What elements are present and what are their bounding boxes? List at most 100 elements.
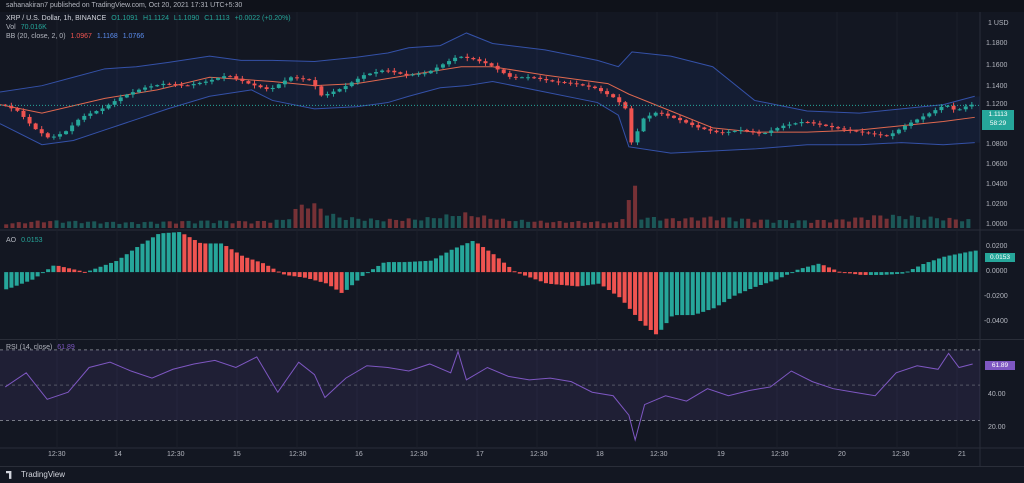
candle-body — [921, 116, 926, 120]
volume-bar — [601, 223, 606, 228]
candle-body — [848, 129, 853, 131]
volume-bar — [614, 221, 619, 228]
time-label: 12:30 — [289, 451, 307, 458]
candle-body — [702, 127, 707, 130]
price-label: 1.0200 — [986, 201, 1008, 208]
candle-body — [222, 76, 227, 79]
volume-legend[interactable]: Vol 70.016K — [6, 23, 50, 32]
candle-body — [951, 105, 956, 110]
volume-bar — [205, 220, 210, 228]
price-label: 1.1800 — [986, 40, 1008, 47]
bb-lower-line — [0, 80, 975, 154]
candle-body — [434, 67, 439, 71]
candle-body — [88, 113, 93, 116]
volume-bar — [953, 219, 958, 228]
candle-body — [264, 87, 269, 90]
time-label: 12:30 — [771, 451, 789, 458]
volume-bar — [243, 221, 248, 228]
chart-canvas[interactable] — [0, 0, 1024, 466]
candle-body — [939, 106, 944, 111]
rsi-legend[interactable]: RSI (14, close) 61.89 — [6, 343, 78, 352]
ao-bar — [868, 272, 873, 275]
volume-bar — [331, 213, 336, 228]
bb-lower-value: 1.0766 — [122, 33, 145, 40]
rsi-label: RSI (14, close) — [6, 344, 53, 351]
ao-bar — [192, 240, 197, 273]
ao-bar — [460, 245, 465, 273]
volume-bar — [60, 222, 65, 228]
candle-body — [902, 125, 907, 130]
volume-bar — [658, 220, 663, 228]
ao-bar — [465, 243, 470, 273]
volume-bar — [683, 218, 688, 228]
candle-body — [544, 79, 549, 81]
candle-body — [228, 76, 233, 78]
ao-bar — [889, 272, 894, 275]
candle-body — [337, 89, 342, 92]
ao-bar — [837, 271, 842, 273]
symbol-name[interactable]: XRP / U.S. Dollar, 1h, BINANCE — [6, 15, 107, 22]
ao-bar — [449, 249, 454, 273]
ao-bar — [559, 272, 564, 285]
volume-bar — [922, 219, 927, 228]
candle-body — [641, 118, 646, 132]
candle-body — [562, 82, 567, 84]
volume-bar — [563, 222, 568, 228]
time-label: 12:30 — [892, 451, 910, 458]
candle-body — [726, 131, 731, 133]
volume-bar — [897, 216, 902, 228]
bb-legend[interactable]: BB (20, close, 2, 0) 1.0967 1.1168 1.076… — [6, 32, 147, 41]
rsi-axis-label: 40.00 — [988, 391, 1006, 398]
close-value: C1.1113 — [204, 15, 230, 22]
ao-current-badge: 0.0153 — [985, 253, 1015, 262]
candle-body — [617, 97, 622, 103]
volume-bar — [425, 217, 430, 228]
ao-bar — [46, 269, 51, 273]
ao-bar — [507, 266, 512, 273]
candle-body — [234, 76, 239, 79]
candle-body — [550, 80, 555, 82]
candle-body — [605, 91, 610, 95]
volume-value: 70.016K — [20, 24, 47, 31]
candle-body — [136, 89, 141, 93]
volume-bar — [721, 217, 726, 228]
ao-bar — [334, 272, 339, 290]
time-label: 12:30 — [410, 451, 428, 458]
ao-bar — [502, 262, 507, 273]
ao-bar — [753, 272, 758, 287]
volume-bar — [519, 219, 524, 228]
candle-body — [331, 91, 336, 94]
time-label: 14 — [114, 451, 122, 458]
ao-bar — [937, 258, 942, 273]
candle-body — [860, 131, 865, 133]
ao-bar — [119, 257, 124, 273]
ao-bar — [711, 272, 716, 309]
ao-bar — [444, 252, 449, 273]
bb-band-fill — [0, 34, 980, 154]
volume-bar — [714, 220, 719, 228]
candle-body — [258, 85, 263, 88]
ao-bar — [858, 272, 863, 275]
ao-bar — [360, 272, 365, 276]
ao-axis-label: 0.0200 — [986, 243, 1008, 250]
candle-body — [507, 73, 512, 77]
volume-bar — [419, 220, 424, 228]
ao-legend[interactable]: AO 0.0153 — [6, 236, 46, 245]
ao-bar — [947, 255, 952, 273]
ao-bar — [9, 272, 14, 288]
volume-bar — [802, 220, 807, 228]
candle-body — [744, 130, 749, 132]
candle-body — [453, 57, 458, 62]
candle-body — [775, 128, 780, 131]
ao-bar — [145, 240, 150, 273]
tradingview-logo-icon — [6, 470, 12, 479]
ao-bar — [35, 272, 40, 277]
ao-bar — [51, 265, 56, 273]
ao-bar — [177, 232, 182, 273]
ao-bar — [250, 259, 255, 273]
tradingview-brand[interactable]: TradingView — [6, 470, 65, 479]
ao-bar — [297, 272, 302, 277]
ao-bar — [921, 264, 926, 273]
candle-body — [483, 61, 488, 64]
ao-bar — [150, 237, 155, 273]
